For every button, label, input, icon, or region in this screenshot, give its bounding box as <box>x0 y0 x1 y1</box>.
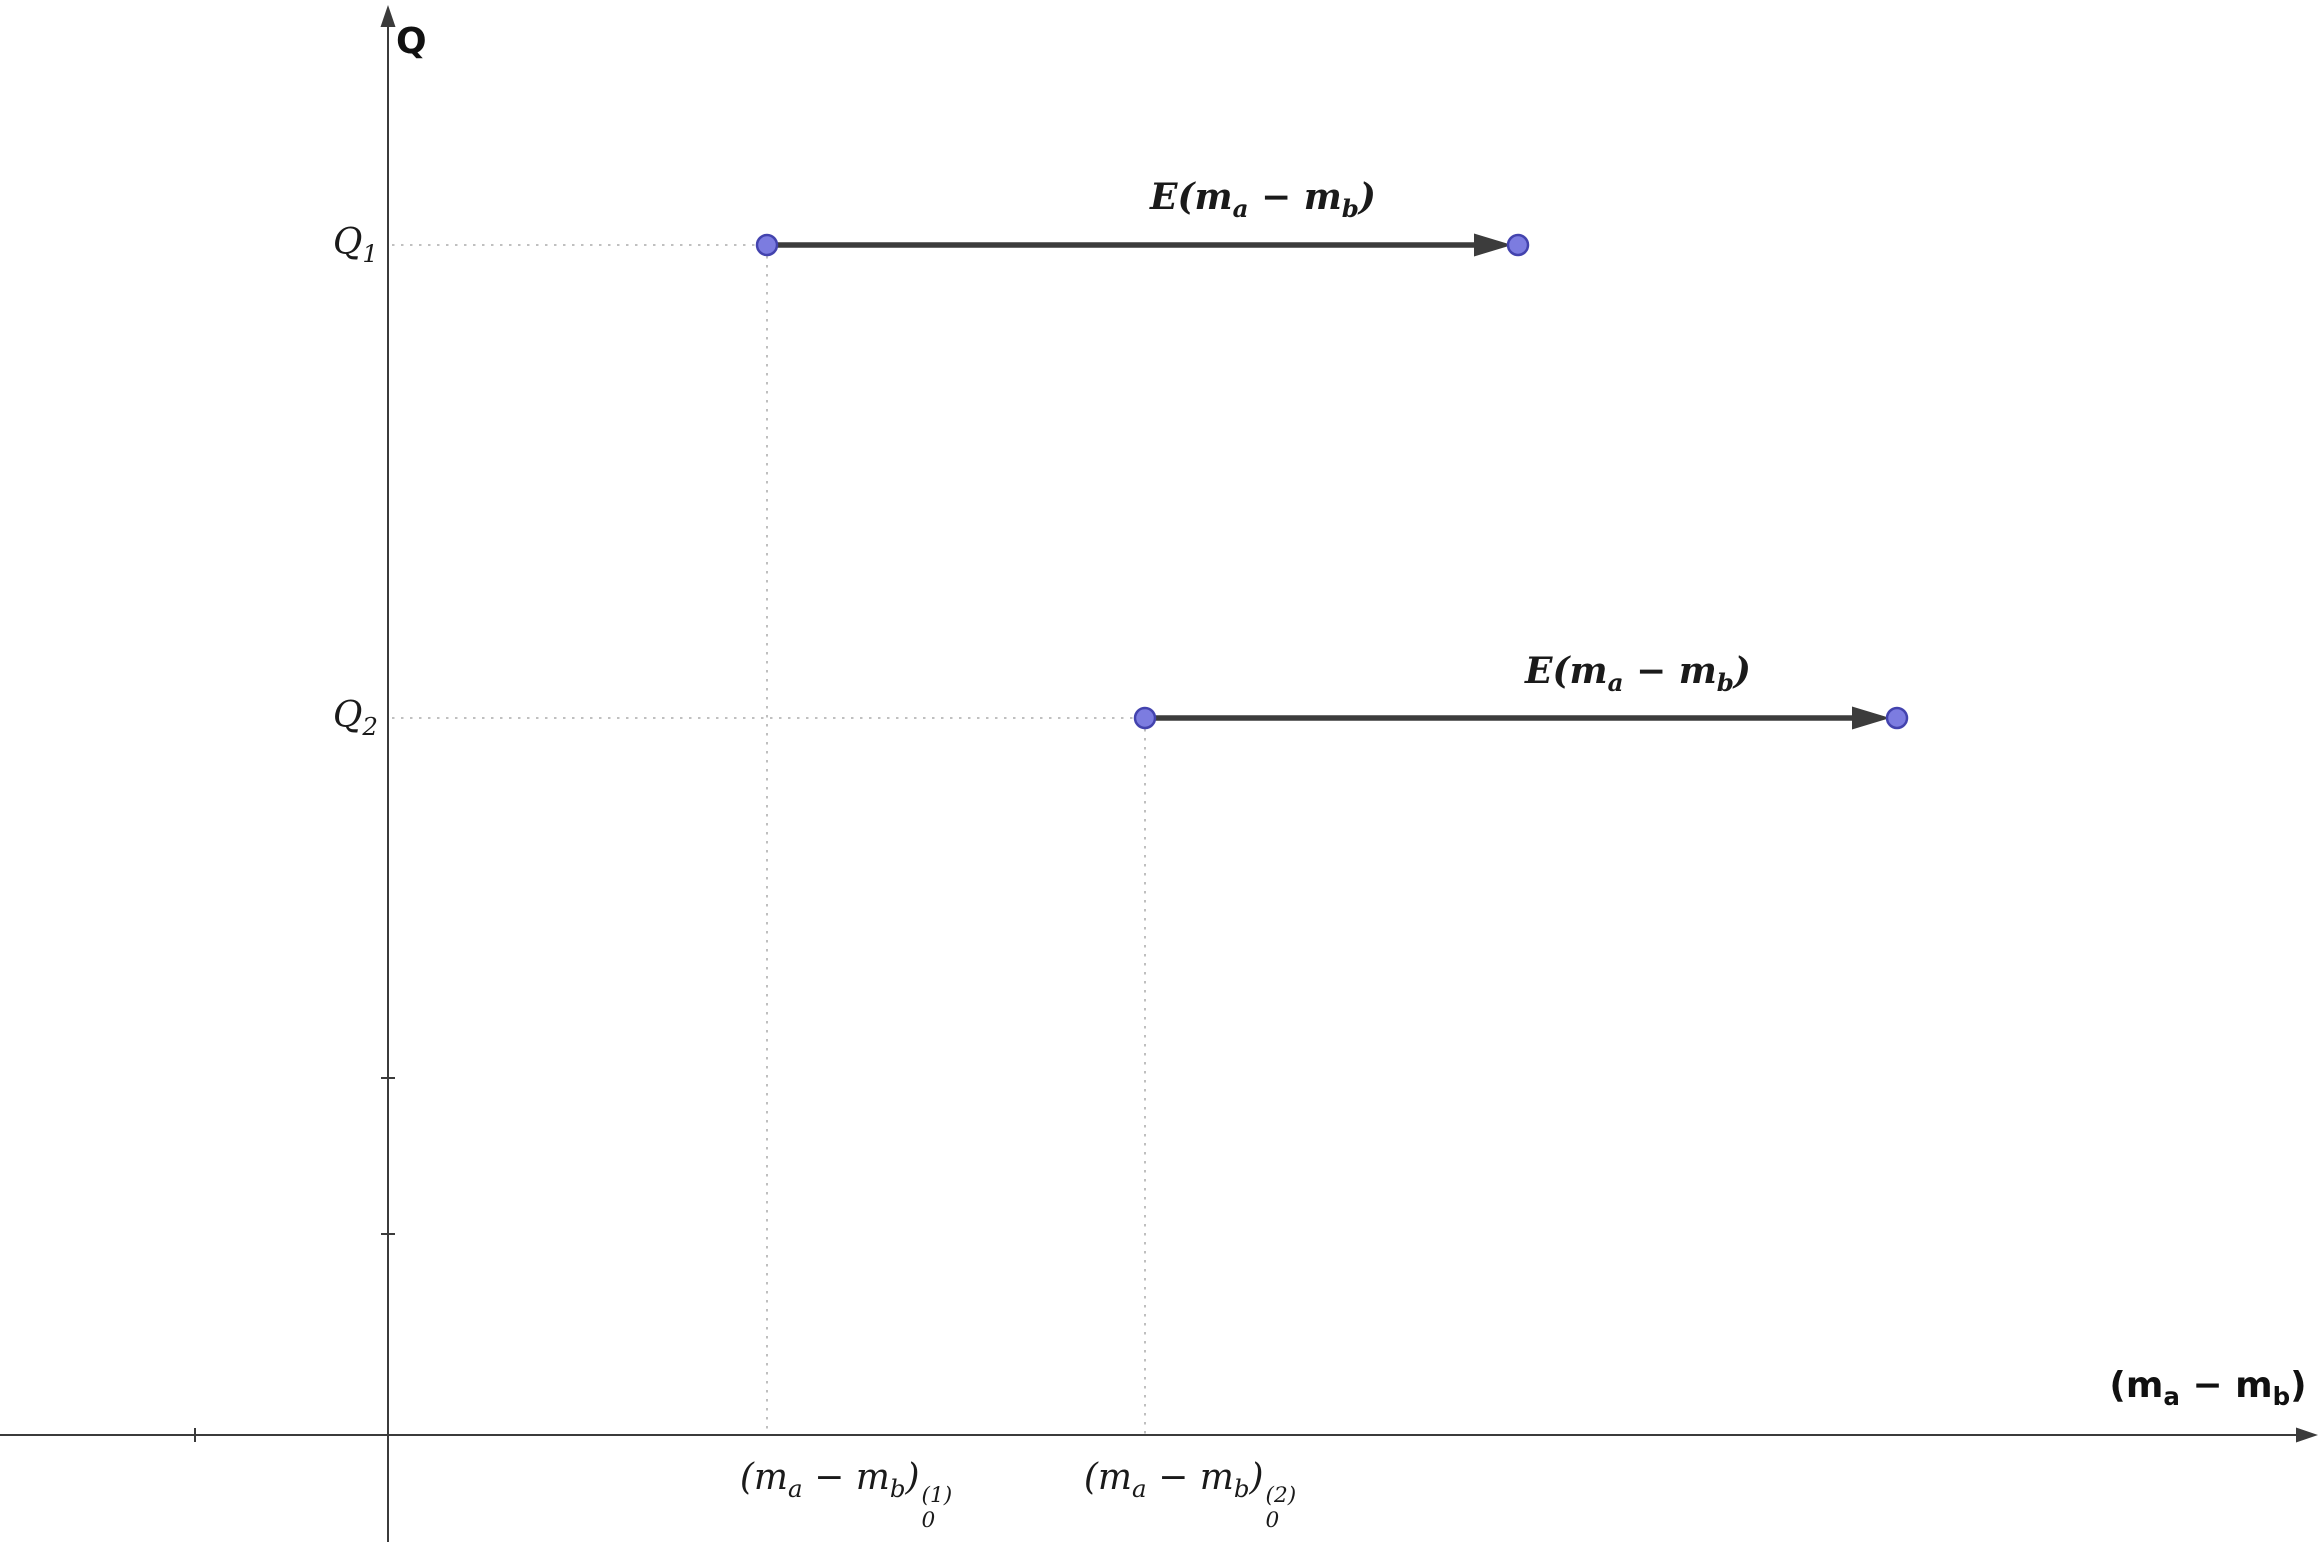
x-tick-1-sub-zero: 0 <box>921 1507 936 1533</box>
vector-2-label: E(ma − mb) <box>1438 650 1838 698</box>
y-axis-arrowhead <box>380 5 396 27</box>
vector-2-arrowhead <box>1852 706 1890 730</box>
x-tick-2-label: (ma − mb) (2) 0 <box>990 1456 1390 1533</box>
x-axis-arrowhead <box>2296 1427 2318 1443</box>
q1-label-base: Q <box>332 222 363 263</box>
x-tick-1-subsup: (1) 0 <box>921 1483 953 1533</box>
x-tick-2-part: ) <box>1249 1457 1264 1498</box>
point-vector1-start <box>755 233 779 257</box>
vector-1-arrowhead <box>1474 233 1512 257</box>
x-axis-label-sub-b: b <box>2272 1382 2291 1412</box>
vector-2-label-sub-a: a <box>1607 668 1624 698</box>
x-tick-2-sub-b: b <box>1233 1474 1250 1504</box>
vector-2-label-part: E(m <box>1525 650 1608 692</box>
point-vector2-end <box>1885 706 1909 730</box>
y-axis-label: Q <box>396 21 427 62</box>
x-axis-label-sub-a: a <box>2163 1382 2180 1412</box>
q2-label: Q2 <box>258 694 378 742</box>
vector-1-label-part: ) <box>1358 176 1376 218</box>
x-tick-2-part: − m <box>1146 1457 1234 1498</box>
x-tick-1-part: ) <box>905 1457 920 1498</box>
point-vector1-end <box>1506 233 1530 257</box>
vector-2-label-part: ) <box>1733 650 1751 692</box>
x-tick-1-sub-a: a <box>788 1474 803 1504</box>
vector-1-label-part: E(m <box>1150 176 1233 218</box>
x-tick-2-subsup: (2) 0 <box>1265 1483 1297 1533</box>
point-vector2-start <box>1133 706 1157 730</box>
x-tick-2-sub-zero: 0 <box>1265 1507 1280 1533</box>
q1-label-sub: 1 <box>362 239 378 269</box>
q1-label: Q1 <box>258 221 378 269</box>
x-axis-label-part: ) <box>2290 1365 2307 1406</box>
vector-2-label-part: − m <box>1623 650 1717 692</box>
q2-label-base: Q <box>332 695 363 736</box>
vector-1-label: E(ma − mb) <box>1063 176 1463 224</box>
x-tick-1-part: (m <box>739 1457 789 1498</box>
x-tick-2-part: (m <box>1083 1457 1133 1498</box>
x-tick-1-sub-b: b <box>889 1474 906 1504</box>
vector-2-label-sub-b: b <box>1716 668 1734 698</box>
x-tick-2-sub-a: a <box>1132 1474 1147 1504</box>
x-tick-1-label: (ma − mb) (1) 0 <box>646 1456 1046 1533</box>
vector-1-label-sub-b: b <box>1341 194 1359 224</box>
x-axis-label-part: − m <box>2179 1365 2273 1406</box>
x-axis-label: (ma − mb) <box>2058 1366 2324 1411</box>
x-tick-1-sup: (1) <box>921 1483 953 1509</box>
vector-1-label-sub-a: a <box>1232 194 1249 224</box>
x-axis-label-part: (m <box>2109 1365 2164 1406</box>
q2-label-sub: 2 <box>362 712 378 742</box>
x-tick-2-sup: (2) <box>1265 1483 1297 1509</box>
x-tick-1-part: − m <box>802 1457 890 1498</box>
vector-1-label-part: − m <box>1248 176 1342 218</box>
